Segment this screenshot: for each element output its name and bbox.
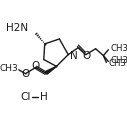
Text: CH3: CH3	[110, 44, 127, 53]
Text: CH3: CH3	[110, 56, 127, 64]
Text: CH3: CH3	[0, 64, 18, 73]
Text: N: N	[70, 51, 77, 61]
Text: H: H	[40, 92, 48, 102]
Text: Cl: Cl	[21, 92, 31, 102]
Polygon shape	[45, 66, 57, 74]
Text: H2N: H2N	[6, 23, 28, 33]
Text: O: O	[82, 51, 90, 61]
Text: CH3: CH3	[108, 59, 126, 68]
Text: O: O	[22, 69, 30, 79]
Text: O: O	[32, 61, 40, 71]
